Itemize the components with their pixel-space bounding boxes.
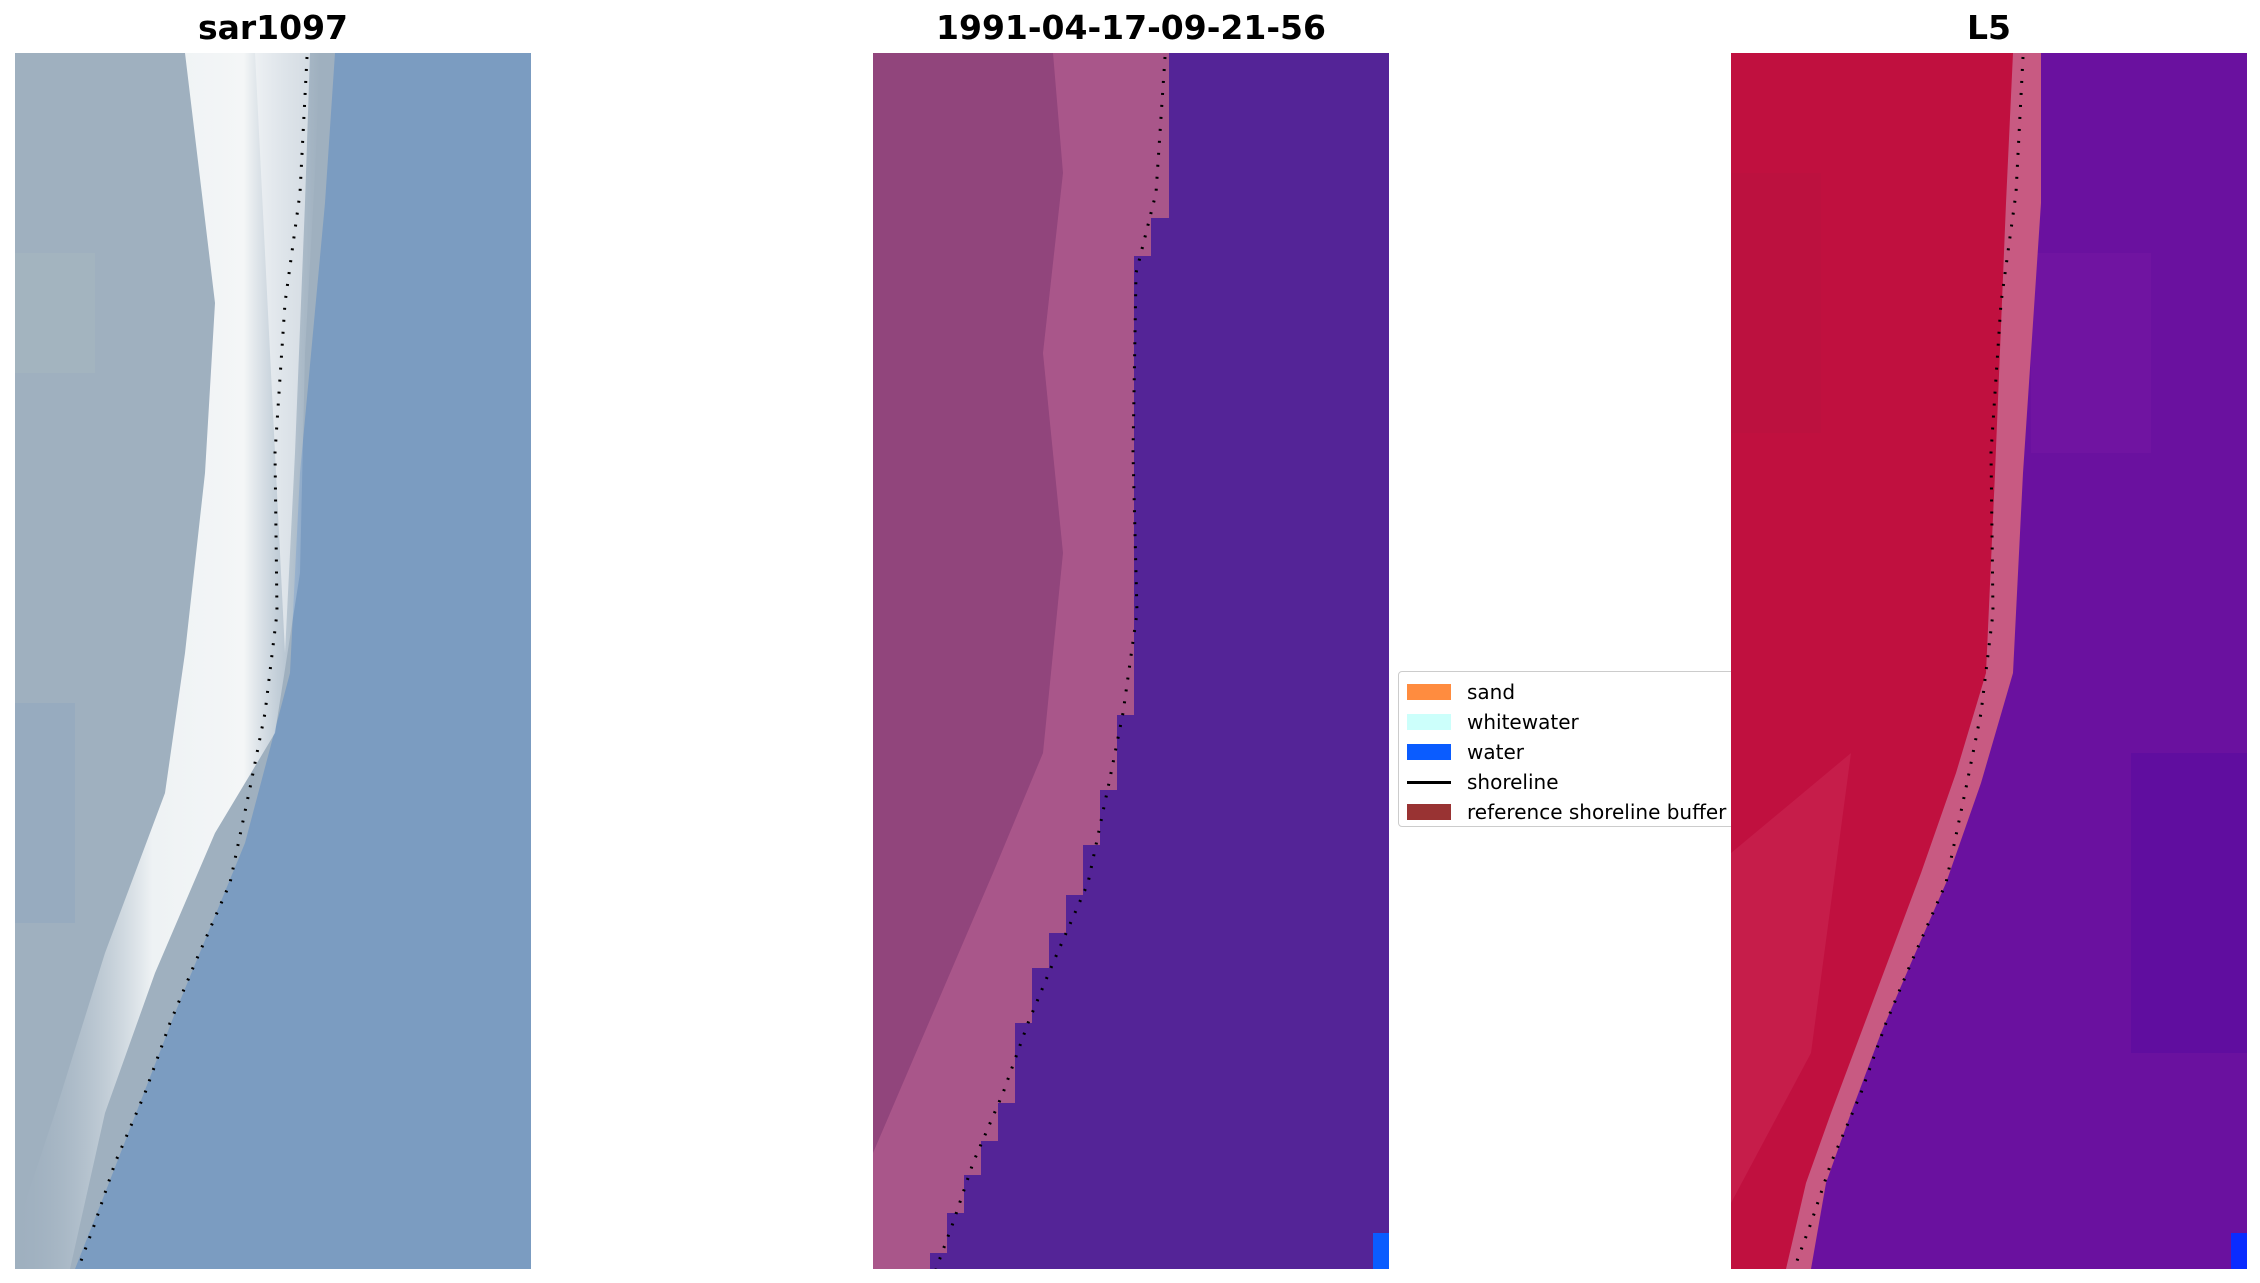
legend-item-shoreline: shoreline [1407, 768, 1559, 796]
rgb-image-panel [15, 53, 531, 1269]
panel-title-rgb: sar1097 [197, 8, 349, 47]
index-image-panel [1731, 53, 2247, 1269]
legend: sand whitewater water shoreline referenc… [1398, 671, 1758, 827]
water-pixel [1373, 1233, 1389, 1269]
legend-label-reference-buffer: reference shoreline buffer [1467, 800, 1727, 824]
legend-swatch-sand [1407, 684, 1451, 700]
classification-panel [873, 53, 1389, 1269]
classification-image [873, 53, 1389, 1269]
panel-title-classification: 1991-04-17-09-21-56 [936, 8, 1326, 47]
rgb-image [15, 53, 531, 1269]
legend-swatch-water [1407, 744, 1451, 760]
legend-label-shoreline: shoreline [1467, 770, 1559, 794]
legend-label-water: water [1467, 740, 1524, 764]
legend-label-sand: sand [1467, 680, 1516, 704]
panel-title-index: L5 [1967, 8, 2011, 47]
legend-line-shoreline [1407, 780, 1451, 784]
water-pixel-index [2231, 1233, 2247, 1269]
legend-item-sand: sand [1407, 678, 1515, 706]
shoreline-index [1792, 56, 2025, 1269]
index-image [1731, 53, 2247, 1269]
legend-item-reference-buffer: reference shoreline buffer [1407, 798, 1726, 826]
shoreline-rgb [76, 56, 309, 1269]
legend-swatch-whitewater [1407, 714, 1451, 730]
legend-item-whitewater: whitewater [1407, 708, 1579, 736]
legend-item-water: water [1407, 738, 1524, 766]
legend-swatch-reference-buffer [1407, 804, 1451, 820]
legend-label-whitewater: whitewater [1467, 710, 1579, 734]
